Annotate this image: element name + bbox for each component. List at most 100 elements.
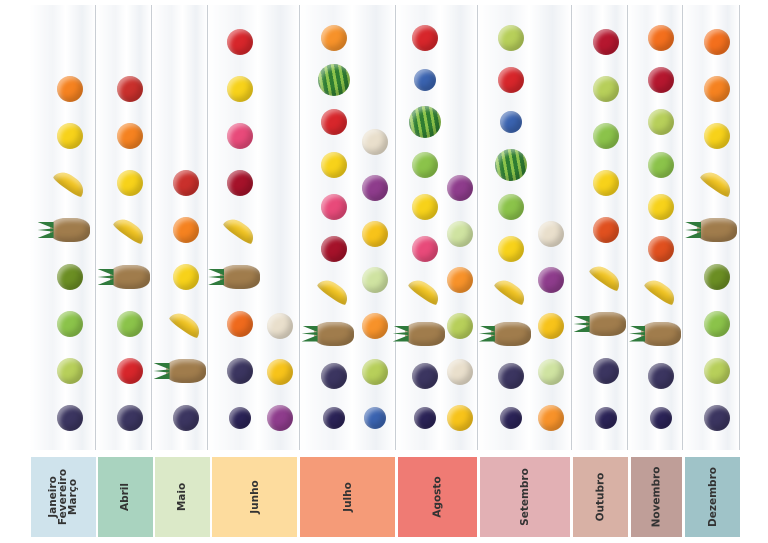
peach-icon <box>227 311 254 337</box>
apple-icon <box>56 311 83 337</box>
mango-icon <box>446 405 473 431</box>
blueberry-icon <box>499 111 522 134</box>
month-label-text: Janeiro Fevereiro Março <box>47 468 80 526</box>
watermelon-icon <box>494 148 527 181</box>
pineapple-icon <box>220 265 261 289</box>
pineapple-icon <box>109 265 150 289</box>
plum-icon <box>594 407 617 429</box>
pear-icon <box>592 76 619 102</box>
pineapple-icon <box>641 321 681 346</box>
plum-icon <box>229 407 252 429</box>
apple-icon <box>704 311 731 337</box>
banana-icon <box>222 214 259 246</box>
month-column-maio <box>152 5 208 450</box>
month-label-text: Novembro <box>650 466 663 528</box>
plum-icon <box>322 407 345 429</box>
banana-icon <box>587 261 624 293</box>
pear-icon <box>704 358 731 384</box>
month-label-text: Setembro <box>519 468 531 526</box>
banana-icon <box>492 275 529 307</box>
lemon-icon <box>592 170 619 196</box>
month-label-agosto: Agosto <box>398 457 477 537</box>
mango-icon <box>361 221 388 247</box>
blackberry-icon <box>116 405 143 431</box>
lemon-icon <box>116 170 143 196</box>
blackberry-icon <box>320 362 347 389</box>
pineapple-icon <box>585 312 626 336</box>
lemon-icon <box>411 193 438 220</box>
month-column-janeiro <box>30 5 96 450</box>
apricot-icon <box>538 405 565 431</box>
banana-icon <box>315 275 352 307</box>
strawberry-icon <box>320 109 347 136</box>
lemon-icon <box>497 236 524 263</box>
watermelon-icon <box>408 106 441 139</box>
month-label-outubro: Outubro <box>573 457 628 537</box>
month-label-text: Junho <box>248 480 261 514</box>
lemon-icon <box>704 123 731 149</box>
pomegranate-icon <box>648 67 674 94</box>
month-label-text: Maio <box>176 482 189 512</box>
month-label-text: Julho <box>341 482 354 512</box>
blackberry-icon <box>592 358 619 384</box>
blackberry-icon <box>648 362 674 389</box>
banana-icon <box>111 214 148 246</box>
red-slices-icon <box>172 170 199 196</box>
blueberry-icon <box>413 69 436 92</box>
banana-icon <box>167 308 204 340</box>
cherry-icon <box>320 236 347 263</box>
grapes-icon <box>538 359 565 385</box>
melon-icon <box>538 221 565 247</box>
banana-icon <box>51 167 88 199</box>
month-column-julho <box>300 5 396 450</box>
fig-icon <box>266 405 293 431</box>
apple-icon <box>411 151 438 178</box>
cherry-icon <box>227 170 254 196</box>
pear-icon <box>361 359 388 385</box>
strawberry-icon <box>116 358 143 384</box>
lemon-icon <box>172 264 199 290</box>
month-column-novembro <box>628 5 683 450</box>
mango-icon <box>538 313 565 339</box>
blackberry-icon <box>172 405 199 431</box>
grapes-icon <box>361 267 388 293</box>
lemon-icon <box>56 123 83 149</box>
melon-icon <box>266 313 293 339</box>
raspberry-icon <box>411 236 438 263</box>
blackberry-icon <box>497 362 524 389</box>
orange-icon <box>116 123 143 149</box>
lemon-icon <box>227 76 254 102</box>
blackberry-icon <box>227 358 254 384</box>
pear-icon <box>497 25 524 51</box>
persimmon-icon <box>592 217 619 243</box>
month-column-junho <box>208 5 300 450</box>
month-label-julho: Julho <box>300 457 395 537</box>
grapes-icon <box>446 221 473 247</box>
plum-icon <box>650 407 672 429</box>
orange-icon <box>172 217 199 243</box>
pear-icon <box>446 313 473 339</box>
blackberry-icon <box>704 405 731 431</box>
pineapple-icon <box>313 321 354 346</box>
strawberry-icon <box>497 67 524 94</box>
tangerine-icon <box>704 29 731 55</box>
plum-icon <box>499 407 522 429</box>
mango-icon <box>266 359 293 385</box>
kiwi-icon <box>704 264 731 290</box>
pear-icon <box>56 358 83 384</box>
month-label-janeiro: Janeiro Fevereiro Março <box>31 457 96 537</box>
month-label-text: Agosto <box>431 476 444 518</box>
month-label-setembro: Setembro <box>480 457 570 537</box>
month-label-abril: Abril <box>98 457 153 537</box>
plum-icon <box>413 407 436 429</box>
month-label-junho: Junho <box>212 457 297 537</box>
blueberry-icon <box>363 407 386 429</box>
month-column-outubro <box>572 5 628 450</box>
month-column-dezembro <box>683 5 740 450</box>
month-label-text: Abril <box>119 482 132 512</box>
strawberry-icon <box>411 25 438 51</box>
pomegranate-icon <box>592 29 619 55</box>
month-label-text: Dezembro <box>706 467 719 527</box>
tangerine-icon <box>648 25 674 51</box>
month-label-text: Outubro <box>594 472 607 522</box>
